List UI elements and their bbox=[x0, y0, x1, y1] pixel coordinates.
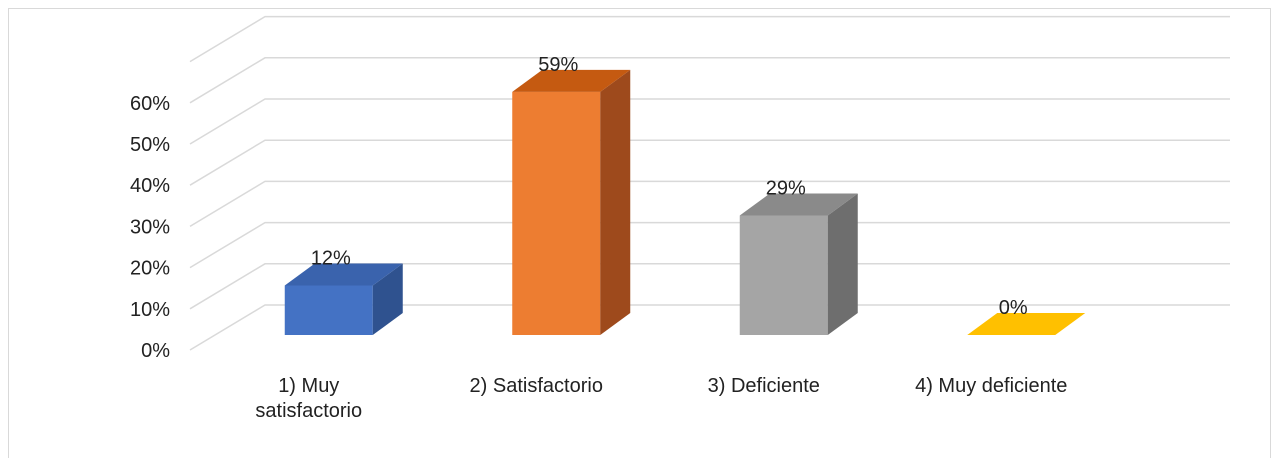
bar-side bbox=[827, 193, 858, 335]
data-label: 0% bbox=[999, 297, 1028, 319]
category-label: 3) Deficiente bbox=[708, 375, 820, 397]
y-tick-label: 0% bbox=[141, 340, 170, 362]
data-labels: 12% 59% 29% 0% bbox=[311, 54, 1028, 319]
gridline bbox=[189, 180, 1230, 228]
x-axis-categories: 1) Muy satisfactorio 2) Satisfactorio 3) De… bbox=[255, 375, 1067, 422]
bar-front bbox=[512, 91, 601, 335]
y-axis-ticks: 0% 10% 20% 30% 40% 50% 60% bbox=[130, 93, 170, 362]
bars bbox=[284, 69, 1086, 336]
bar-top bbox=[967, 313, 1086, 335]
gridline bbox=[189, 304, 1230, 351]
gridline bbox=[189, 221, 1230, 269]
bar-side bbox=[600, 69, 631, 336]
gridline bbox=[189, 139, 1230, 186]
bar-front bbox=[739, 215, 828, 335]
gridline bbox=[189, 98, 1230, 145]
bar bbox=[739, 193, 858, 335]
y-tick-label: 50% bbox=[130, 134, 170, 156]
bar-front bbox=[284, 285, 373, 335]
chart-frame bbox=[8, 8, 1271, 458]
data-label: 59% bbox=[538, 54, 578, 76]
bar bbox=[967, 313, 1086, 335]
y-tick-label: 30% bbox=[130, 216, 170, 238]
bar-top bbox=[739, 193, 858, 216]
category-label: 2) Satisfactorio bbox=[470, 375, 603, 397]
data-label: 29% bbox=[766, 178, 806, 200]
y-tick-label: 20% bbox=[130, 258, 170, 280]
category-label: 1) Muy satisfactorio bbox=[255, 375, 362, 422]
gridline bbox=[189, 15, 1230, 63]
bar bbox=[284, 263, 403, 335]
data-label: 12% bbox=[311, 248, 351, 270]
gridline bbox=[189, 57, 1230, 104]
bar-side bbox=[372, 263, 403, 335]
bar-top bbox=[284, 263, 403, 286]
bar bbox=[512, 69, 631, 336]
category-label: 4) Muy deficiente bbox=[915, 375, 1067, 397]
y-tick-label: 10% bbox=[130, 299, 170, 321]
gridline bbox=[189, 263, 1230, 310]
bar-top bbox=[512, 69, 631, 92]
gridlines bbox=[189, 15, 1230, 351]
y-tick-label: 60% bbox=[130, 93, 170, 115]
y-tick-label: 40% bbox=[130, 175, 170, 197]
